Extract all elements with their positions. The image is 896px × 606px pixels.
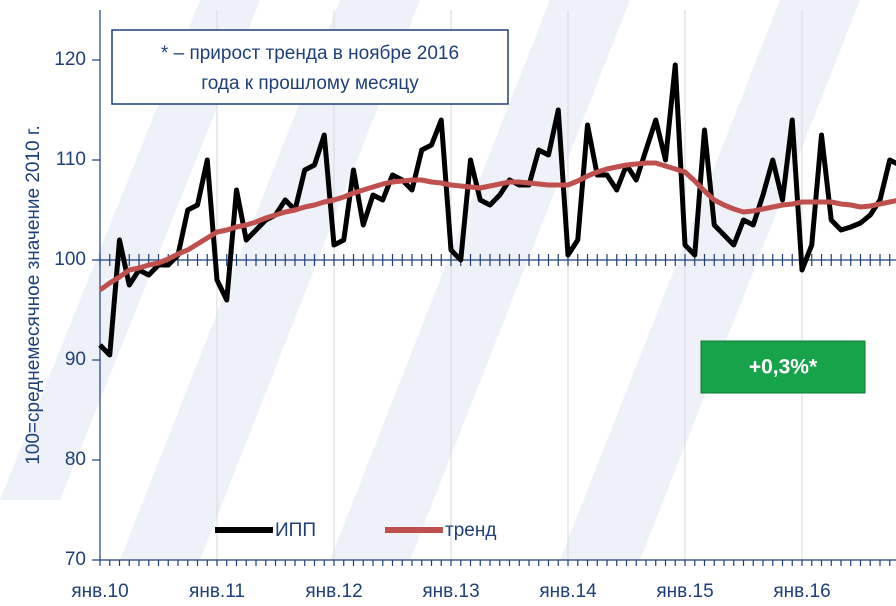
legend-label: ИПП	[275, 520, 316, 541]
note-line: года к прошлому месяцу	[201, 73, 419, 94]
x-tick-label: янв.11	[189, 581, 245, 602]
grid: янв.10 янв.11 янв.12 янв.13 янв.14 янв.15 янв.…	[54, 10, 896, 602]
y-tick-label: 90	[65, 349, 86, 370]
y-tick-label: 100	[54, 249, 86, 270]
badge-box	[700, 340, 866, 394]
x-tick-label: янв.14	[539, 581, 597, 602]
y-tick-label: 80	[65, 449, 86, 470]
watermark	[0, 0, 860, 560]
y-tick-label: 70	[65, 549, 86, 570]
badge: +0,3%*	[749, 356, 818, 379]
series-line	[98, 160, 896, 293]
x-tick-label: янв.15	[656, 581, 713, 602]
x-tick-label: янв.10	[71, 581, 128, 602]
x-tick-label: янв.12	[305, 581, 362, 602]
x-tick-label: янв.13	[422, 581, 479, 602]
note-box	[111, 29, 509, 105]
plot	[98, 62, 896, 358]
y-tick-label: 110	[56, 149, 86, 170]
note-line: * – прирост тренда в ноябре 2016	[161, 43, 459, 64]
y-axis-label: 100=среднемесячное значение 2010 г.	[23, 125, 44, 465]
legend-label: тренд	[445, 520, 496, 541]
x-tick-label: янв.16	[773, 581, 830, 602]
y-tick-label: 120	[54, 49, 86, 70]
